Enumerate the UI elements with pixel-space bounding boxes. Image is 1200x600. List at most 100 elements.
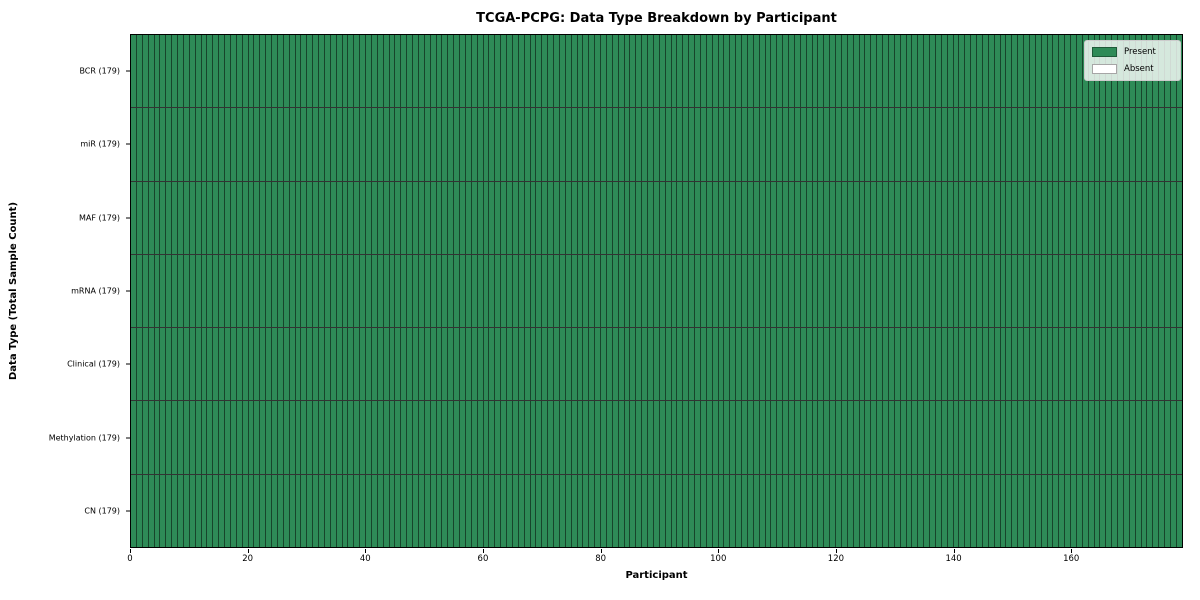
heatmap-cell — [724, 474, 731, 547]
heatmap-cell — [765, 254, 772, 328]
heatmap-cell — [319, 328, 325, 401]
heatmap-cell — [1041, 328, 1048, 401]
heatmap-cell — [213, 108, 220, 181]
heatmap-cell — [295, 35, 302, 108]
heatmap-cell — [301, 108, 308, 181]
heatmap-cell — [971, 35, 977, 108]
heatmap-cell — [195, 181, 202, 254]
heatmap-cell — [642, 474, 648, 547]
heatmap-cell — [565, 254, 572, 328]
x-tick-mark — [482, 549, 484, 553]
heatmap-cell — [583, 254, 590, 328]
heatmap-cell — [1170, 181, 1177, 254]
heatmap-cell — [277, 35, 284, 108]
heatmap-cell — [548, 401, 554, 474]
heatmap-cell — [648, 474, 654, 547]
heatmap-cell — [401, 254, 408, 328]
heatmap-cell — [595, 35, 601, 108]
heatmap-cell — [753, 254, 760, 328]
heatmap-cell — [789, 328, 795, 401]
heatmap-cell — [636, 401, 643, 474]
heatmap-cell — [1100, 328, 1107, 401]
heatmap-cell — [871, 254, 878, 328]
chart-title: TCGA-PCPG: Data Type Breakdown by Partic… — [476, 11, 837, 26]
heatmap-cell — [254, 401, 261, 474]
heatmap-cell — [377, 474, 384, 547]
heatmap-cell — [718, 474, 725, 547]
heatmap-cell — [136, 181, 143, 254]
heatmap-cell — [630, 35, 637, 108]
heatmap-cell — [865, 474, 872, 547]
heatmap-cell — [841, 254, 848, 328]
heatmap-cell — [471, 401, 478, 474]
heatmap-cell — [1100, 401, 1107, 474]
heatmap-cell — [982, 401, 989, 474]
heatmap-cell — [871, 474, 878, 547]
heatmap-cell — [172, 328, 178, 401]
heatmap-cell — [501, 328, 507, 401]
heatmap-cell — [483, 108, 490, 181]
heatmap-cell — [818, 474, 825, 547]
heatmap-cell — [283, 108, 290, 181]
heatmap-cell — [430, 108, 437, 181]
heatmap-cell — [612, 35, 619, 108]
heatmap-cell — [1118, 181, 1124, 254]
heatmap-cell — [360, 254, 366, 328]
heatmap-cell — [830, 328, 836, 401]
heatmap-cell — [1159, 401, 1165, 474]
heatmap-cell — [1006, 328, 1013, 401]
heatmap-cell — [430, 35, 437, 108]
heatmap-cell — [800, 254, 807, 328]
heatmap-cell — [771, 181, 778, 254]
heatmap-cell — [1100, 108, 1107, 181]
heatmap-cell — [806, 254, 813, 328]
heatmap-cell — [689, 474, 695, 547]
heatmap-cell — [894, 108, 901, 181]
heatmap-cell — [248, 401, 255, 474]
heatmap-cell — [548, 254, 554, 328]
heatmap-cell — [225, 254, 231, 328]
heatmap-cell — [689, 328, 695, 401]
heatmap-cell — [1024, 401, 1030, 474]
heatmap-cell — [1018, 35, 1024, 108]
heatmap-cell — [1018, 254, 1024, 328]
heatmap-cell — [624, 328, 631, 401]
heatmap-cell — [465, 181, 472, 254]
heatmap-cell — [677, 328, 684, 401]
heatmap-cell — [930, 401, 936, 474]
heatmap-cell — [1000, 474, 1007, 547]
heatmap-cell — [1082, 108, 1089, 181]
heatmap-cell — [307, 328, 314, 401]
heatmap-cell — [847, 254, 854, 328]
heatmap-cell — [413, 35, 419, 108]
heatmap-cell — [501, 254, 507, 328]
heatmap-cell — [548, 35, 554, 108]
heatmap-cell — [254, 474, 261, 547]
heatmap-cell — [236, 474, 243, 547]
heatmap-cell — [965, 181, 972, 254]
heatmap-cell — [366, 181, 372, 254]
heatmap-cell — [465, 401, 472, 474]
heatmap-cell — [154, 35, 161, 108]
heatmap-cell — [442, 474, 449, 547]
heatmap-row-mRNA — [131, 254, 1182, 329]
heatmap-cell — [1006, 108, 1013, 181]
x-tick-label: 80 — [595, 554, 607, 564]
heatmap-cell — [1094, 328, 1101, 401]
heatmap-cell — [242, 181, 249, 254]
heatmap-cell — [1176, 181, 1182, 254]
heatmap-cell — [477, 108, 484, 181]
heatmap-cell — [994, 328, 1001, 401]
heatmap-cell — [982, 474, 989, 547]
heatmap-cell — [442, 108, 449, 181]
heatmap-cell — [348, 254, 355, 328]
heatmap-cell — [277, 328, 284, 401]
heatmap-cell — [1123, 328, 1130, 401]
heatmap-cell — [166, 254, 173, 328]
heatmap-cell — [1159, 328, 1165, 401]
heatmap-cell — [1088, 474, 1095, 547]
heatmap-cell — [877, 181, 883, 254]
heatmap-cell — [883, 35, 889, 108]
heatmap-cell — [1141, 474, 1148, 547]
x-tick-mark — [953, 549, 955, 553]
